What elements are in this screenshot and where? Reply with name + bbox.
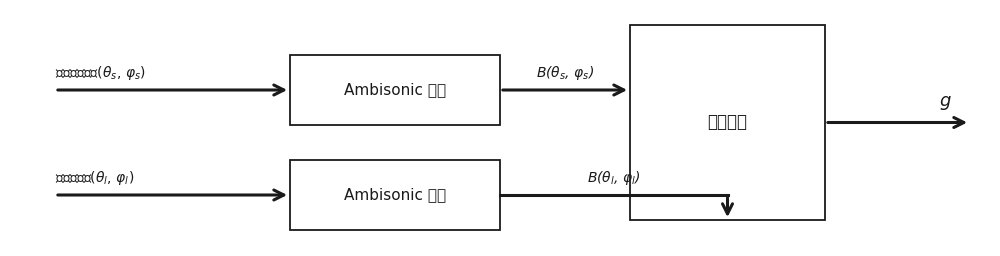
- Text: B($\theta_l$, $\varphi_l$): B($\theta_l$, $\varphi_l$): [587, 169, 641, 187]
- Text: $g$: $g$: [939, 94, 951, 112]
- Text: 扬声器角度($\theta_l$, $\varphi_l$): 扬声器角度($\theta_l$, $\varphi_l$): [55, 169, 134, 187]
- Text: Ambisonic 编码: Ambisonic 编码: [344, 82, 446, 98]
- Bar: [290, 55, 500, 125]
- Text: 匹配投影: 匹配投影: [708, 113, 748, 132]
- Text: B($\theta_s$, $\varphi_s$): B($\theta_s$, $\varphi_s$): [536, 64, 594, 82]
- Text: 虚拟声源角度($\theta_s$, $\varphi_s$): 虚拟声源角度($\theta_s$, $\varphi_s$): [55, 64, 146, 82]
- Bar: [630, 25, 825, 220]
- Text: Ambisonic 编码: Ambisonic 编码: [344, 187, 446, 202]
- Bar: [290, 160, 500, 230]
